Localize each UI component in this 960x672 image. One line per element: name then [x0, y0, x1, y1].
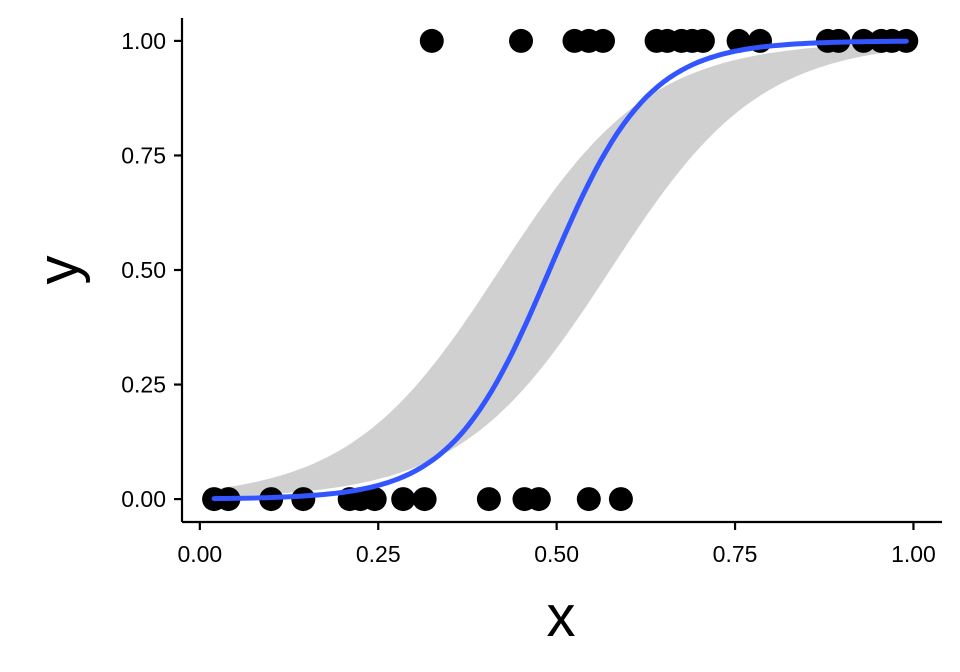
y-tick-label: 0.25	[121, 372, 166, 398]
confidence-ribbon	[214, 42, 907, 497]
x-axis-title: x	[547, 584, 576, 649]
data-point	[690, 28, 715, 53]
y-tick-label: 1.00	[121, 28, 166, 54]
x-tick-label: 0.50	[534, 541, 579, 567]
data-point	[526, 487, 551, 512]
x-tick-label: 1.00	[891, 541, 936, 567]
y-tick-label: 0.00	[121, 486, 166, 512]
x-tick-label: 0.00	[177, 541, 222, 567]
fit-line	[211, 38, 909, 502]
data-point	[476, 487, 501, 512]
data-point	[391, 487, 416, 512]
data-point	[412, 487, 437, 512]
data-point	[509, 28, 533, 53]
x-tick-label: 0.75	[713, 541, 758, 567]
axes: 0.00 0.25 0.50 0.75 1.00 0.00 0.25 0.50 0.75 1.00	[121, 18, 942, 567]
data-point	[362, 487, 387, 512]
y-tick-label: 0.75	[121, 142, 166, 168]
data-point	[726, 28, 751, 53]
data-point	[591, 28, 615, 53]
y-tick-label: 0.50	[121, 257, 166, 283]
data-point	[576, 487, 601, 512]
data-point	[419, 28, 444, 53]
x-tick-label: 0.25	[356, 541, 401, 567]
data-point	[291, 487, 316, 512]
y-axis-title: y	[26, 256, 91, 285]
data-point	[608, 487, 633, 512]
plot-area	[202, 28, 919, 512]
